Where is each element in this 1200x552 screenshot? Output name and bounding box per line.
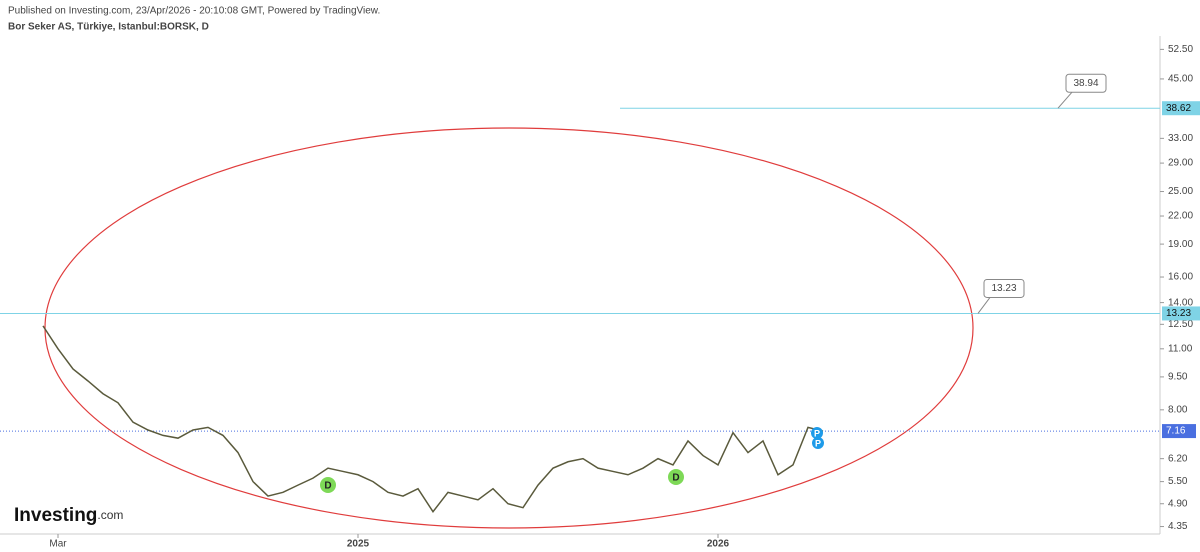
y-tick-label: 9.50 <box>1168 372 1188 383</box>
published-note: Published on Investing.com, 23/Apr/2026 … <box>8 6 380 17</box>
y-tick-label: 14.00 <box>1168 297 1193 308</box>
price-line <box>42 325 824 514</box>
y-tick-label: 25.00 <box>1168 186 1193 197</box>
y-tick-label: 8.00 <box>1168 404 1188 415</box>
ellipse-drawing <box>44 127 974 529</box>
x-tick-label: Mar <box>49 539 67 550</box>
x-tick-label: 2026 <box>707 539 730 550</box>
split-label: P <box>814 428 820 438</box>
callout-box <box>1065 73 1107 93</box>
dividend-label: D <box>324 481 331 492</box>
y-tick-label: 4.90 <box>1168 498 1188 509</box>
y-tick-label: 33.00 <box>1168 133 1193 144</box>
level-price-box <box>1162 306 1200 321</box>
y-tick-label: 19.00 <box>1168 239 1193 250</box>
y-tick-label: 16.00 <box>1168 272 1193 283</box>
y-tick-label: 45.00 <box>1168 74 1193 85</box>
dividend-marker <box>668 469 684 485</box>
callout-pointer <box>977 297 991 314</box>
last-price-box <box>1162 424 1196 439</box>
split-label: P <box>815 438 821 448</box>
y-tick-label: 12.50 <box>1168 319 1193 330</box>
y-tick-label: 22.00 <box>1168 211 1193 222</box>
last-price-label: 7.16 <box>1166 426 1186 437</box>
callout-label: 38.94 <box>1073 78 1098 89</box>
split-marker <box>811 427 823 439</box>
chart-title: Bor Seker AS, Türkiye, Istanbul:BORSK, D <box>8 22 209 33</box>
split-marker <box>812 437 824 449</box>
level-price-box <box>1162 101 1200 116</box>
y-tick-label: 29.00 <box>1168 158 1193 169</box>
y-tick-label: 6.20 <box>1168 453 1188 464</box>
level-price-label: 13.23 <box>1166 308 1191 319</box>
dividend-label: D <box>672 473 679 484</box>
callout-label: 13.23 <box>991 283 1016 294</box>
y-tick-label: 52.50 <box>1168 44 1193 55</box>
x-tick-label: 2025 <box>347 539 370 550</box>
y-tick-label: 11.00 <box>1168 343 1193 354</box>
y-tick-label: 4.35 <box>1168 521 1188 532</box>
y-tick-label: 5.50 <box>1168 476 1188 487</box>
callout-box <box>983 278 1025 298</box>
callout-pointer <box>1057 91 1073 109</box>
dividend-marker <box>320 477 336 493</box>
brand-logo: Investing.com <box>14 505 123 526</box>
level-price-label: 38.62 <box>1166 103 1191 114</box>
